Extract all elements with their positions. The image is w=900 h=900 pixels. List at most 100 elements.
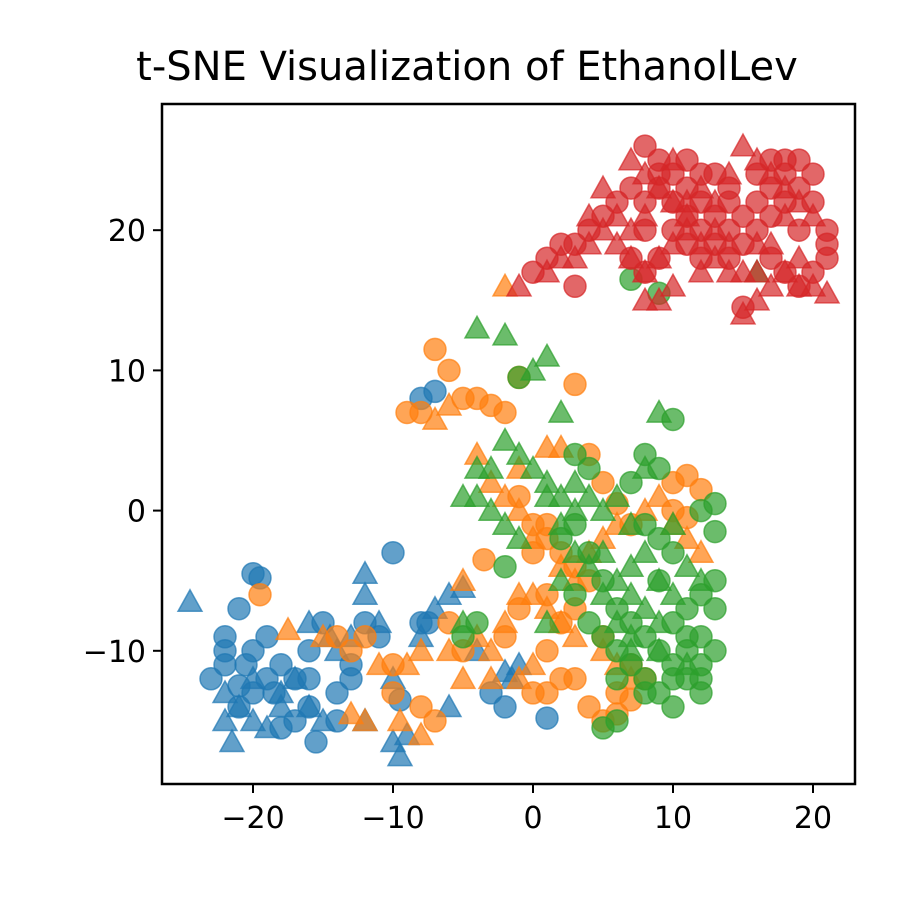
- point-triangle: [393, 651, 421, 676]
- point-circle: [661, 540, 685, 565]
- point-circle: [227, 596, 251, 621]
- point-circle: [437, 358, 461, 383]
- point-triangle: [701, 216, 729, 241]
- point-triangle: [449, 665, 477, 690]
- point-circle: [563, 274, 587, 299]
- point-triangle: [505, 272, 533, 297]
- point-triangle: [407, 637, 435, 662]
- point-circle: [563, 372, 587, 397]
- point-triangle: [589, 174, 617, 199]
- x-tick-label: 20: [794, 801, 832, 836]
- point-triangle: [351, 560, 379, 585]
- point-triangle: [659, 230, 687, 255]
- point-triangle: [239, 665, 267, 690]
- point-triangle: [176, 588, 204, 613]
- y-axis: −10 0 10 20: [83, 214, 162, 670]
- point-circle: [661, 695, 685, 719]
- point-triangle: [617, 216, 645, 241]
- point-triangle: [463, 314, 491, 339]
- point-triangle: [673, 188, 701, 213]
- point-circle: [577, 456, 601, 481]
- point-triangle: [533, 609, 561, 634]
- point-triangle: [533, 258, 561, 283]
- point-triangle: [547, 398, 575, 423]
- point-triangle: [589, 539, 617, 564]
- x-tick-label: 10: [654, 801, 692, 836]
- point-triangle: [729, 258, 757, 283]
- point-triangle: [561, 497, 589, 521]
- point-triangle: [491, 321, 519, 346]
- point-triangle: [309, 707, 337, 732]
- point-triangle: [687, 258, 715, 283]
- point-triangle: [533, 483, 561, 507]
- point-triangle: [365, 609, 393, 634]
- point-triangle: [267, 693, 295, 718]
- point-triangle: [561, 469, 589, 493]
- point-triangle: [771, 174, 799, 199]
- point-triangle: [421, 405, 449, 430]
- series-4: [505, 132, 841, 325]
- point-circle: [395, 400, 419, 425]
- point-triangle: [281, 665, 309, 690]
- point-triangle: [351, 581, 379, 606]
- point-triangle: [435, 693, 463, 718]
- point-triangle: [274, 616, 302, 641]
- point-triangle: [743, 286, 771, 311]
- point-circle: [325, 681, 349, 705]
- y-tick-label: 10: [108, 354, 146, 389]
- point-circle: [605, 709, 629, 733]
- point-triangle: [659, 581, 687, 606]
- point-circle: [339, 667, 363, 691]
- point-triangle: [603, 202, 631, 227]
- x-axis: −20 −10 0 10 20: [221, 784, 832, 836]
- point-triangle: [386, 707, 414, 732]
- point-triangle: [603, 567, 631, 592]
- point-triangle: [659, 146, 687, 171]
- point-circle: [577, 611, 601, 635]
- point-circle: [591, 470, 615, 495]
- point-triangle: [351, 707, 379, 732]
- point-circle: [535, 706, 559, 730]
- point-triangle: [519, 581, 547, 606]
- point-triangle: [253, 714, 281, 739]
- point-triangle: [673, 216, 701, 241]
- point-triangle: [575, 202, 603, 227]
- point-triangle: [211, 707, 239, 732]
- point-triangle: [673, 651, 701, 676]
- point-circle: [633, 134, 657, 158]
- point-triangle: [603, 609, 631, 634]
- point-circle: [703, 491, 727, 516]
- point-triangle: [449, 609, 477, 634]
- point-triangle: [603, 483, 631, 507]
- point-circle: [269, 653, 293, 677]
- point-triangle: [519, 651, 547, 676]
- point-triangle: [729, 300, 757, 325]
- point-triangle: [673, 553, 701, 578]
- point-triangle: [211, 679, 239, 704]
- point-triangle: [771, 258, 799, 283]
- point-triangle: [337, 700, 365, 725]
- point-circle: [493, 554, 517, 579]
- point-triangle: [547, 511, 575, 535]
- point-circle: [731, 204, 755, 228]
- point-triangle: [757, 272, 785, 297]
- point-triangle: [743, 146, 771, 171]
- point-triangle: [575, 553, 603, 578]
- point-triangle: [477, 497, 505, 521]
- point-triangle: [645, 398, 673, 423]
- point-triangle: [491, 426, 519, 451]
- point-triangle: [631, 286, 659, 311]
- point-triangle: [435, 637, 463, 662]
- point-triangle: [687, 567, 715, 592]
- point-triangle: [631, 454, 659, 479]
- point-circle: [815, 232, 839, 256]
- point-triangle: [785, 244, 813, 269]
- point-triangle: [505, 665, 533, 690]
- point-triangle: [799, 202, 827, 227]
- point-circle: [423, 337, 447, 362]
- point-triangle: [421, 595, 449, 620]
- point-triangle: [309, 623, 337, 648]
- point-triangle: [505, 497, 533, 521]
- point-triangle: [239, 707, 267, 732]
